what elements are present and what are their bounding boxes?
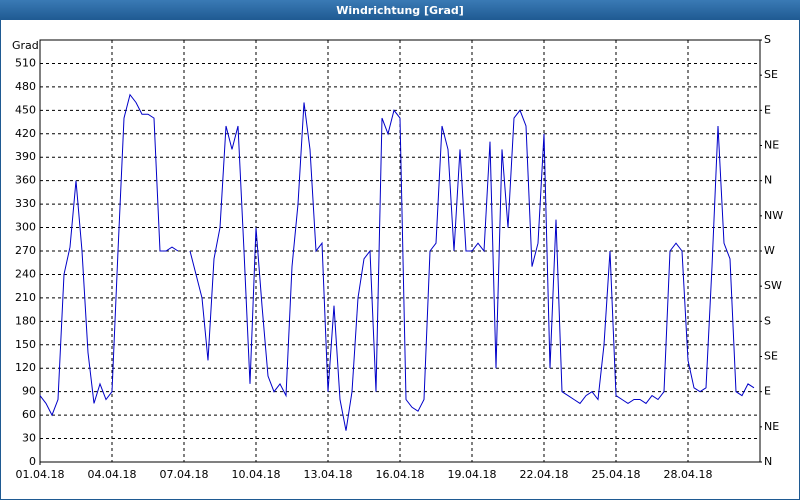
y-tick-label: 300: [15, 221, 36, 234]
x-tick-label: 25.04.18: [592, 468, 641, 481]
y2-tick-label: N: [764, 455, 772, 468]
x-tick-label: 04.04.18: [88, 468, 137, 481]
x-tick-label: 16.04.18: [376, 468, 425, 481]
y-tick-label: 120: [15, 361, 36, 374]
y2-tick-label: S: [764, 33, 771, 46]
y-tick-label: 420: [15, 127, 36, 140]
y2-tick-label: W: [764, 244, 775, 257]
y-tick-label: 180: [15, 314, 36, 327]
y-tick-label: 60: [22, 408, 36, 421]
y2-tick-label: E: [764, 103, 771, 116]
y-tick-label: 450: [15, 103, 36, 116]
y-tick-label: 510: [15, 56, 36, 69]
y-axis-label: Grad: [12, 39, 39, 52]
x-tick-label: 07.04.18: [160, 468, 209, 481]
y2-tick-label: SE: [764, 350, 778, 363]
y-tick-label: 270: [15, 244, 36, 257]
y-tick-label: 150: [15, 338, 36, 351]
y2-tick-label: E: [764, 385, 771, 398]
x-tick-label: 10.04.18: [232, 468, 281, 481]
y2-tick-label: SE: [764, 68, 778, 81]
y2-tick-label: SW: [764, 279, 782, 292]
y-tick-label: 30: [22, 432, 36, 445]
x-tick-label: 01.04.18: [16, 468, 65, 481]
y2-tick-label: S: [764, 314, 771, 327]
x-tick-label: 13.04.18: [304, 468, 353, 481]
y2-tick-label: NE: [764, 420, 779, 433]
y-tick-label: 0: [29, 455, 36, 468]
y-tick-label: 360: [15, 174, 36, 187]
y-tick-label: 330: [15, 197, 36, 210]
chart-title: Windrichtung [Grad]: [336, 4, 464, 17]
x-tick-label: 22.04.18: [520, 468, 569, 481]
y2-tick-label: NE: [764, 139, 779, 152]
x-tick-label: 19.04.18: [448, 468, 497, 481]
y-tick-label: 390: [15, 150, 36, 163]
y-tick-label: 90: [22, 385, 36, 398]
title-bar: [0, 0, 800, 20]
y-tick-label: 240: [15, 267, 36, 280]
y-tick-label: 480: [15, 80, 36, 93]
y-tick-label: 210: [15, 291, 36, 304]
y2-tick-label: NW: [764, 209, 783, 222]
data-line: [39, 93, 755, 431]
x-tick-label: 28.04.18: [664, 468, 713, 481]
y2-tick-label: N: [764, 174, 772, 187]
